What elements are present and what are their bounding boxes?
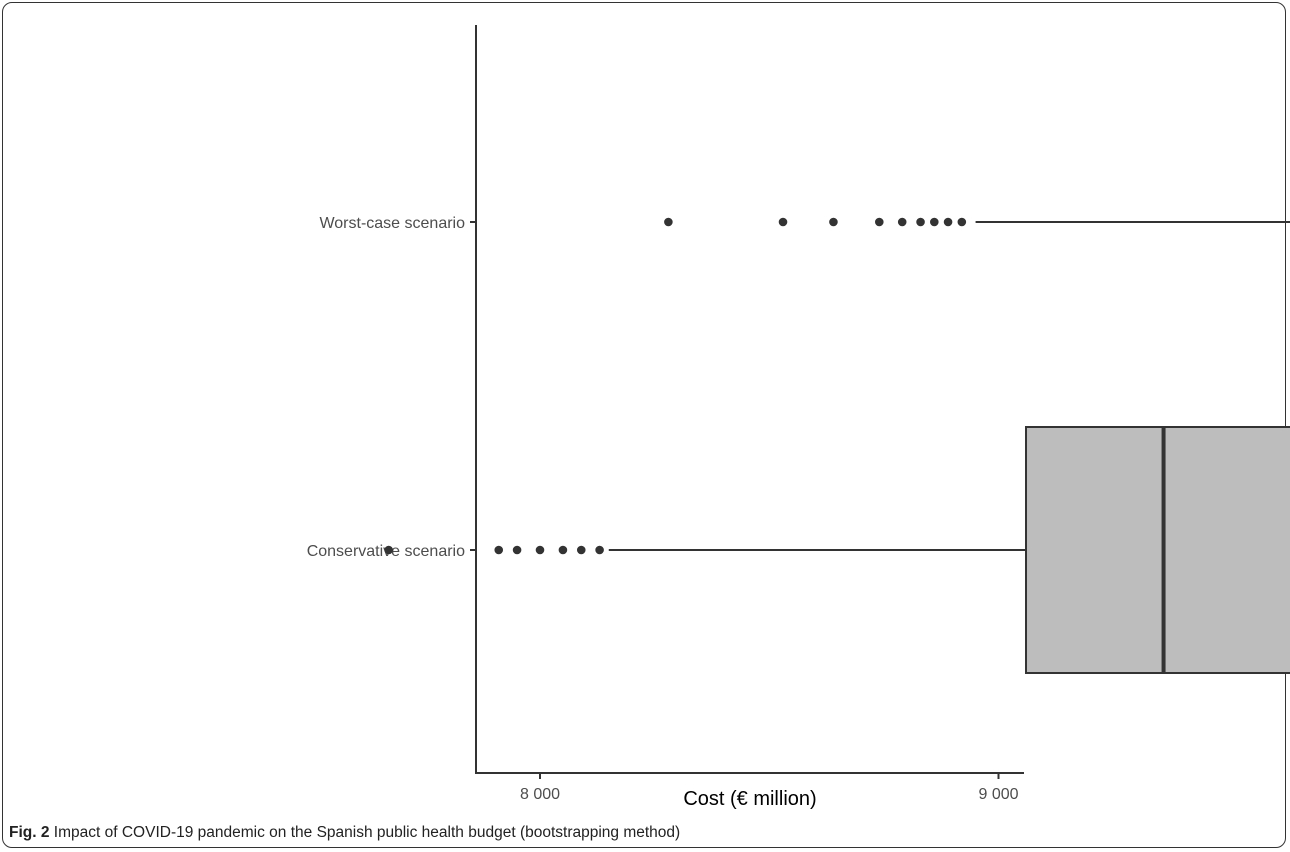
outlier-point: [930, 217, 939, 227]
outlier-point: [535, 545, 545, 555]
outlier-point: [916, 217, 925, 227]
outlier-point: [595, 545, 604, 555]
outlier-point: [576, 545, 586, 555]
outlier-point: [943, 217, 953, 227]
outlier-point: [494, 545, 504, 555]
figure-caption: Fig. 2 Impact of COVID-19 pandemic on th…: [9, 824, 680, 842]
outlier-point: [897, 217, 907, 227]
outlier-point: [874, 217, 884, 227]
outlier-point: [384, 545, 393, 555]
caption-text: Impact of COVID-19 pandemic on the Spani…: [53, 824, 681, 841]
outlier-point: [829, 217, 838, 227]
outlier-point: [778, 217, 788, 227]
outlier-point: [957, 217, 967, 227]
y-tick-label: Worst-case scenario: [319, 215, 465, 232]
x-tick-label: 9 000: [978, 786, 1018, 803]
x-axis-title: Cost (€ million): [683, 788, 816, 810]
outlier-point: [512, 545, 522, 555]
caption-label: Fig. 2: [9, 824, 50, 841]
box: [1025, 426, 1290, 674]
outlier-point: [664, 217, 673, 227]
outlier-point: [558, 545, 568, 555]
x-tick-label: 8 000: [520, 786, 560, 803]
